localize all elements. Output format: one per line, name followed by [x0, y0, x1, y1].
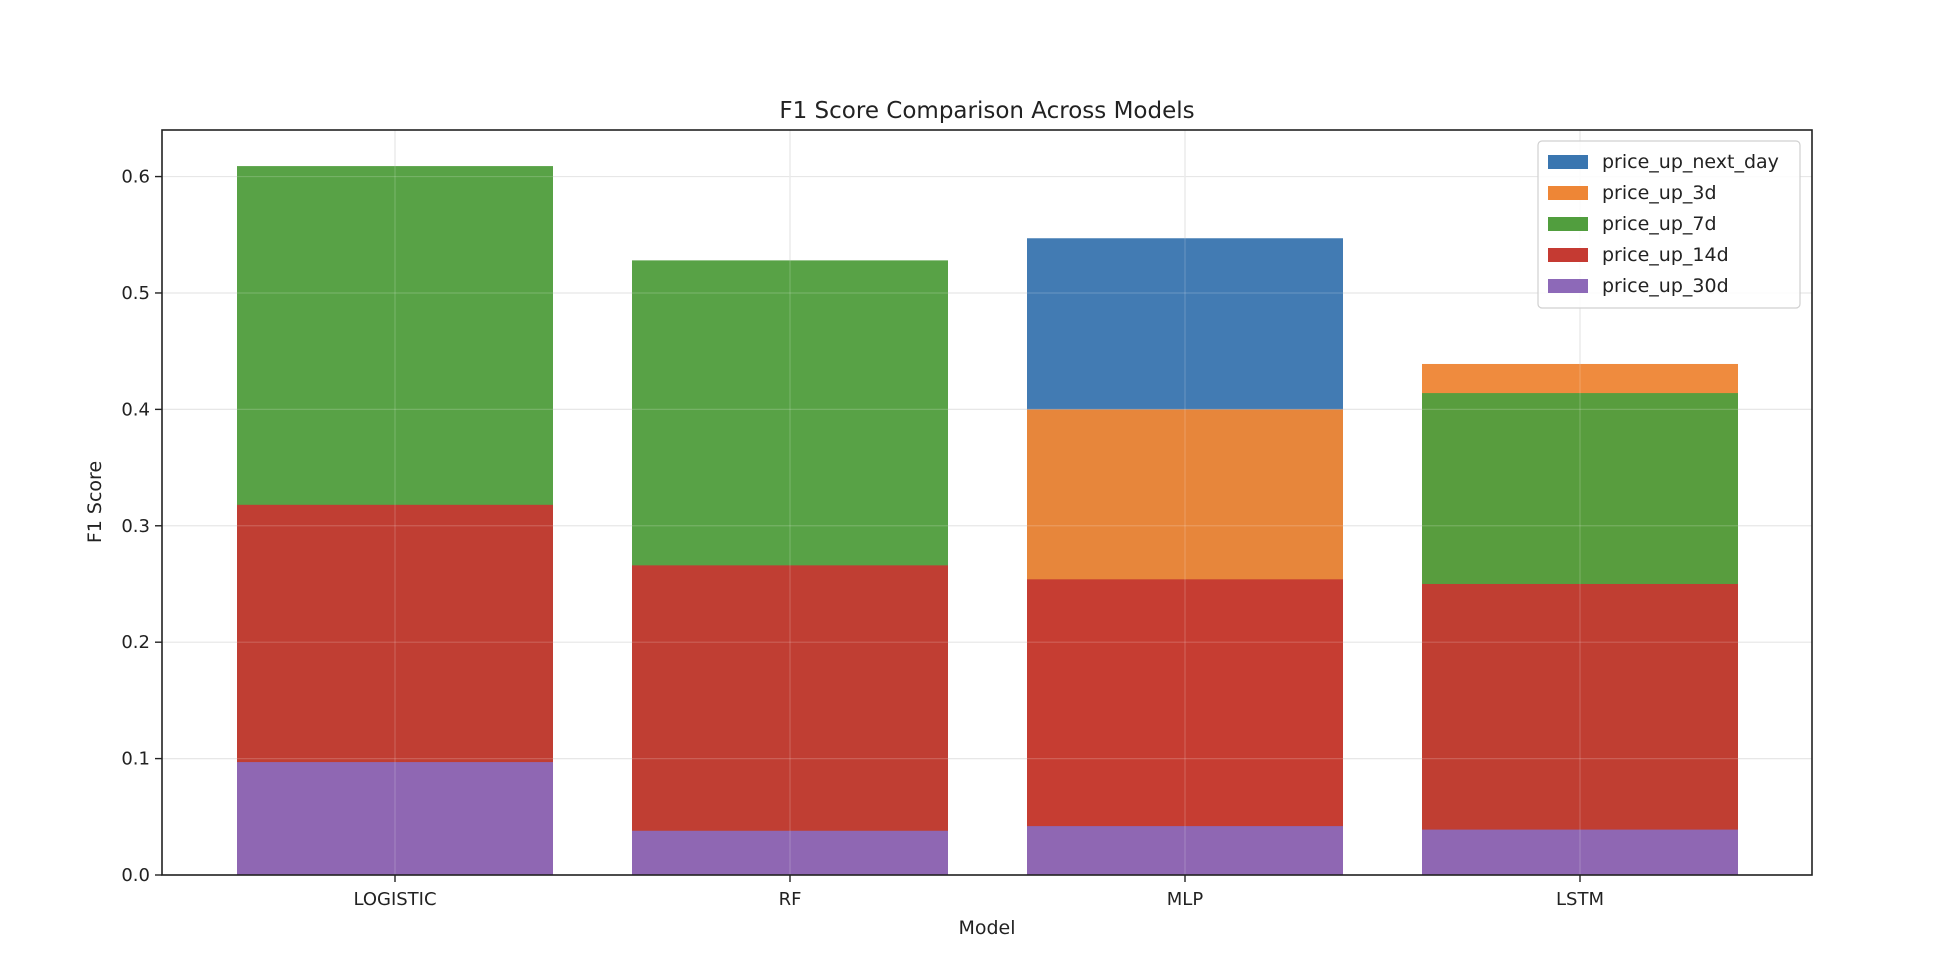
y-tick-label: 0.3 — [121, 516, 150, 537]
legend-label: price_up_7d — [1602, 213, 1717, 235]
bar-price_up_30d-mlp — [1027, 826, 1343, 875]
bar-price_up_30d-logistic — [237, 762, 553, 875]
legend-label: price_up_next_day — [1602, 151, 1779, 173]
legend-swatch — [1548, 217, 1588, 231]
x-axis-title: Model — [958, 917, 1015, 939]
plot-frame — [161, 129, 1813, 876]
x-tick-label: MLP — [1167, 889, 1204, 910]
y-tick-label: 0.6 — [121, 167, 150, 188]
legend-swatch — [1548, 248, 1588, 262]
x-tick-label: LOGISTIC — [353, 889, 436, 910]
bar-price_up_30d-lstm — [1422, 829, 1738, 875]
bars-layer — [162, 130, 1812, 876]
x-axis: LOGISTIC RF MLP LSTM — [353, 875, 1604, 910]
legend-label: price_up_14d — [1602, 244, 1729, 266]
bar-price_up_14d-rf — [632, 565, 948, 875]
chart-title: F1 Score Comparison Across Models — [779, 98, 1194, 124]
x-tick-label: LSTM — [1556, 889, 1604, 910]
legend-swatch — [1548, 186, 1588, 200]
y-tick-label: 0.2 — [121, 632, 150, 653]
legend: price_up_next_day price_up_3d price_up_7dp… — [1537, 140, 1801, 309]
bar-price_up_30d-rf — [632, 830, 948, 875]
legend-swatch — [1548, 279, 1588, 293]
y-axis: 0.0 0.1 0.2 0.3 0.4 0.5 0.6 — [121, 167, 162, 886]
y-tick-label: 0.5 — [121, 283, 150, 304]
bar-price_up_14d-mlp — [1027, 579, 1343, 875]
bar-price_up_14d-lstm — [1422, 583, 1738, 875]
legend-label: price_up_3d — [1602, 182, 1717, 204]
x-tick-label: RF — [779, 889, 802, 910]
y-tick-label: 0.0 — [121, 865, 150, 886]
y-axis-title: F1 Score — [84, 461, 106, 543]
legend-box — [1537, 140, 1801, 309]
y-tick-label: 0.4 — [121, 399, 150, 420]
legend-swatch — [1548, 155, 1588, 169]
legend-label: price_up_30d — [1602, 275, 1729, 297]
y-tick-label: 0.1 — [121, 749, 150, 770]
